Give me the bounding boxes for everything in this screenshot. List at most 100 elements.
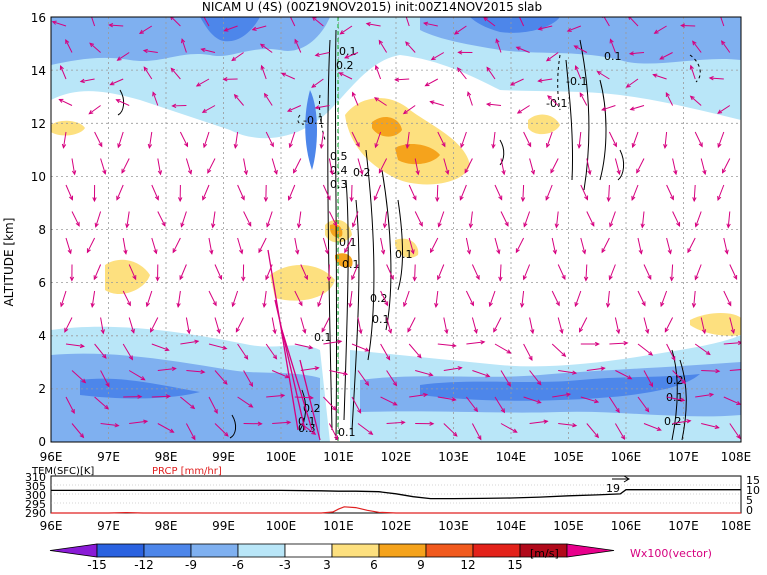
y-tick-label: 8	[38, 223, 46, 237]
wind-vector	[201, 48, 216, 53]
wind-vector-head	[561, 352, 567, 358]
wind-vector	[516, 46, 530, 53]
wind-vector-head	[344, 248, 349, 254]
wind-vector	[62, 131, 67, 148]
wind-vector	[298, 211, 302, 228]
wind-vector-head	[491, 143, 496, 150]
wind-vector-head	[410, 249, 415, 255]
wind-vector-head	[355, 142, 360, 148]
x-tick-label: 101E	[323, 519, 354, 533]
wind-vector	[586, 423, 599, 438]
wind-vector-head	[469, 301, 474, 307]
wind-vector-head	[102, 354, 107, 359]
wind-vector-head	[724, 249, 729, 255]
wind-vector-head	[150, 327, 155, 333]
wind-vector	[469, 211, 473, 228]
wind-vector	[328, 158, 333, 175]
wind-vector	[315, 105, 330, 109]
wind-vector	[378, 158, 388, 174]
wind-vector-head	[263, 197, 269, 203]
x-tick-label: 102E	[381, 450, 412, 464]
wind-vector-head	[222, 77, 228, 82]
wind-vector	[351, 396, 362, 414]
wind-vector-head	[430, 55, 436, 61]
wind-vector-head	[195, 82, 201, 87]
wind-vector-head	[428, 372, 434, 377]
wind-vector	[266, 394, 285, 398]
x-axis: 96E 97E 98E 99E 100E 101E 102E 103E 104E…	[40, 450, 752, 464]
wind-vector	[321, 317, 330, 333]
wind-vector-head	[209, 249, 214, 255]
colorbar: -15 -12 -9 -6 -3 3 6 9 12 15 [m/s] Wx100…	[49, 543, 712, 572]
wind-vector	[351, 264, 359, 280]
wind-vector-head	[554, 223, 559, 229]
wind-vector-head	[392, 401, 398, 406]
x-tick-label: 100E	[266, 519, 297, 533]
wind-vector	[494, 343, 511, 354]
legend-prcp: PRCP [mm/hr]	[152, 466, 222, 477]
wind-vector-head	[137, 394, 143, 399]
wind-vector-head	[659, 55, 665, 60]
wind-vector	[659, 52, 673, 60]
wind-vector	[237, 184, 245, 200]
wind-vector	[641, 211, 645, 228]
wind-vector-head	[394, 77, 400, 82]
wind-vector	[408, 343, 422, 359]
y-left-tick: 310	[25, 471, 46, 484]
wind-vector	[529, 370, 542, 385]
wind-vector	[261, 65, 267, 80]
wind-vector-head	[344, 54, 350, 59]
wind-vector-head	[333, 221, 337, 227]
wind-vector-head	[702, 169, 707, 176]
wind-vector-head	[457, 366, 463, 371]
wind-vector-head	[629, 106, 635, 111]
wind-vector	[351, 343, 369, 352]
wind-vector	[328, 264, 330, 281]
wind-vector-head	[331, 406, 337, 411]
wind-vector-head	[527, 142, 532, 148]
y-right-tick: 10	[746, 484, 760, 497]
wind-vector	[231, 52, 244, 61]
wind-vector	[148, 131, 153, 148]
wind-vector	[214, 264, 222, 280]
wind-vector-head	[251, 26, 257, 31]
wind-vector-head	[169, 428, 175, 433]
wind-vector	[395, 78, 410, 81]
colorbar-cell	[190, 543, 239, 558]
wind-vector	[493, 317, 502, 332]
wind-vector	[723, 290, 732, 306]
wind-vector-head	[547, 95, 552, 100]
wind-vector	[151, 343, 169, 351]
wind-vector-head	[132, 275, 137, 281]
wind-vector-head	[61, 143, 67, 149]
wind-vector	[557, 317, 563, 334]
wind-vector-head	[351, 275, 356, 281]
wind-vector-head	[241, 276, 246, 282]
wind-vector-head	[698, 142, 703, 148]
wind-vector-head	[302, 328, 307, 334]
x-tick-label: 108E	[721, 519, 752, 533]
wind-vector	[357, 423, 373, 435]
wind-vector-head	[161, 221, 166, 227]
wind-vector-head	[115, 99, 121, 104]
wind-vector	[203, 17, 210, 27]
wind-vector	[100, 370, 110, 387]
wind-vector-head	[79, 78, 85, 84]
wind-vector-head	[475, 275, 480, 281]
wind-vector-head	[334, 435, 339, 441]
wind-vector-head	[296, 223, 302, 229]
wind-vector-head	[364, 381, 370, 387]
wind-vector	[311, 78, 324, 88]
wind-vector	[157, 211, 166, 227]
wind-vector	[700, 158, 706, 175]
wind-vector	[289, 17, 296, 27]
wind-vectors	[51, 17, 741, 441]
wind-vector	[546, 52, 559, 62]
wind-vector	[522, 184, 525, 202]
wind-vector	[405, 17, 410, 27]
wind-vector-head	[86, 248, 91, 254]
wind-vector	[89, 42, 101, 53]
wind-vector-head	[663, 143, 668, 150]
wind-vector-head	[457, 50, 463, 55]
wind-vector	[437, 396, 456, 401]
